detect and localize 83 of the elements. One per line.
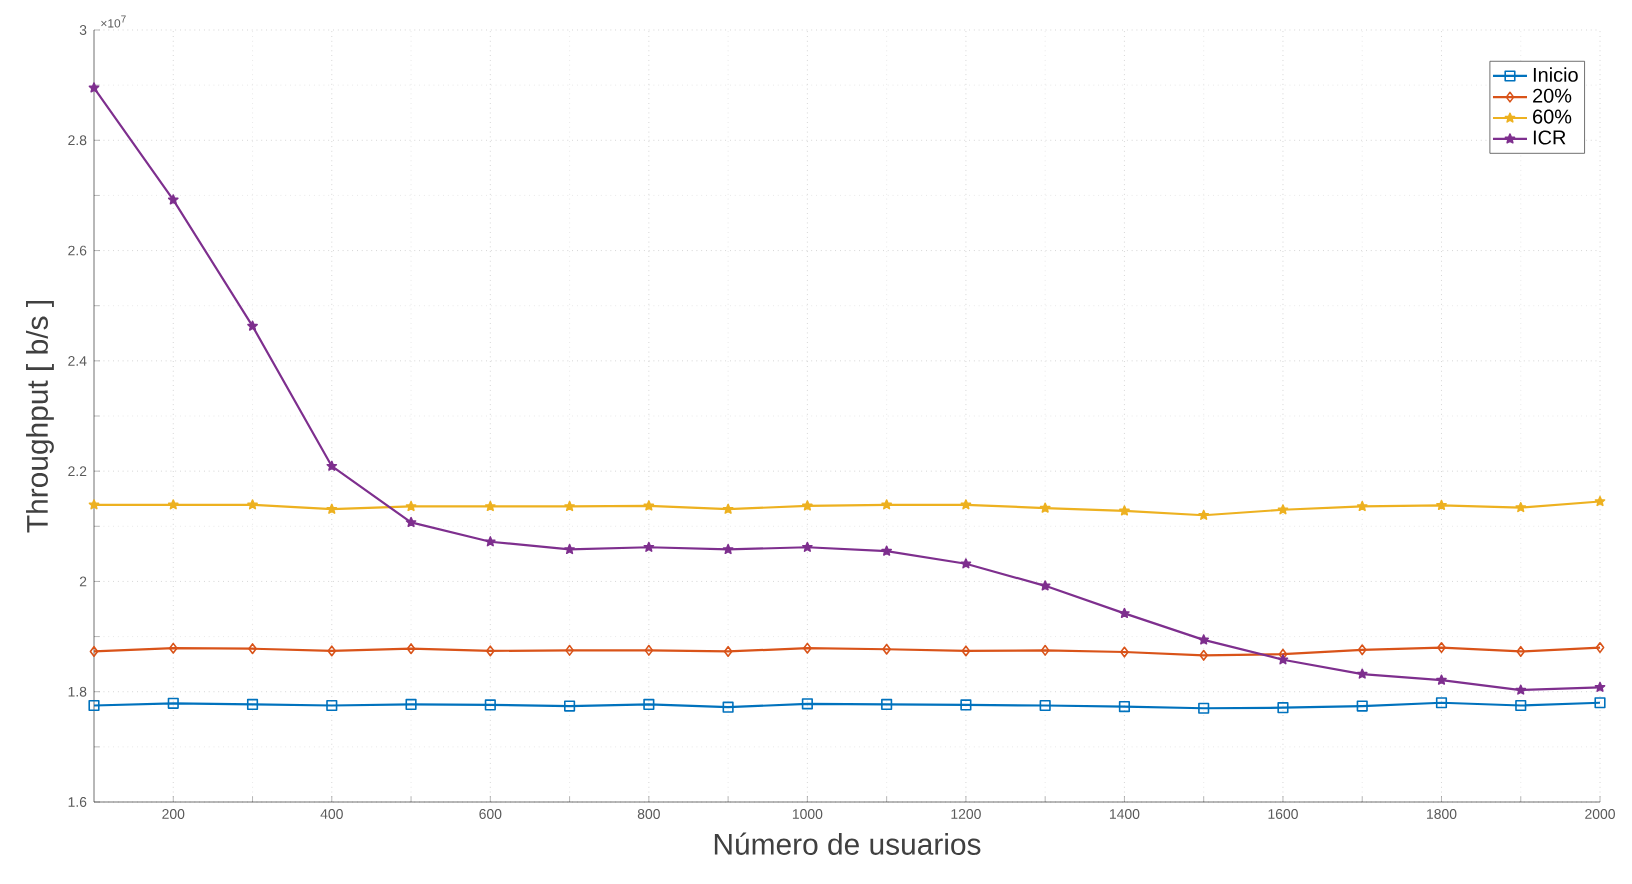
point (881, 545, 892, 556)
point (1119, 607, 1130, 619)
point (327, 645, 337, 657)
point (1357, 644, 1367, 656)
point (167, 194, 179, 205)
point (801, 698, 813, 710)
point (1198, 634, 1210, 645)
point (565, 644, 574, 656)
point (247, 499, 258, 510)
point (644, 644, 654, 656)
point (485, 645, 495, 657)
point (723, 645, 733, 658)
point (1198, 702, 1210, 714)
point (88, 699, 100, 712)
point (1436, 674, 1447, 685)
point (246, 698, 259, 710)
point (643, 698, 655, 710)
legend-label: Inicio (1533, 67, 1578, 82)
point (1039, 502, 1051, 513)
point (564, 543, 575, 555)
point (960, 699, 972, 711)
legend-label: 20% (1533, 88, 1572, 103)
point (1594, 697, 1606, 709)
point (1435, 697, 1448, 709)
point (722, 543, 734, 555)
point (881, 499, 892, 510)
point (1277, 654, 1289, 665)
point (960, 558, 972, 569)
point (168, 642, 178, 654)
y-axis-title: Throughput [ b/s ] (26, 301, 54, 533)
point (802, 642, 812, 654)
point (722, 503, 734, 514)
point (1277, 504, 1289, 515)
point (248, 643, 257, 655)
point (405, 516, 417, 528)
point (1594, 495, 1606, 507)
point (1120, 646, 1129, 658)
legend-label: ICR (1533, 130, 1566, 145)
point (88, 82, 100, 93)
point (484, 536, 496, 547)
point (1356, 500, 1368, 512)
point (484, 500, 496, 512)
point (1594, 681, 1606, 692)
point (1277, 702, 1289, 714)
point (326, 699, 338, 712)
point (960, 499, 972, 510)
point (1039, 699, 1051, 712)
point (564, 500, 575, 512)
point (1356, 668, 1368, 679)
point (88, 499, 100, 510)
point (564, 700, 576, 712)
point (484, 699, 496, 711)
x-axis-title: Número de usuarios (714, 832, 981, 855)
point (405, 500, 417, 512)
point (1515, 699, 1527, 712)
point (1119, 505, 1130, 516)
point (1516, 645, 1526, 658)
point (247, 320, 258, 331)
point (1515, 684, 1527, 695)
point (1118, 701, 1131, 713)
point (326, 460, 338, 471)
point (326, 503, 338, 514)
legend-label: 60% (1533, 109, 1572, 124)
point (1040, 644, 1050, 656)
point (961, 645, 971, 657)
point (1436, 499, 1447, 510)
point (881, 698, 893, 710)
point (1198, 509, 1210, 520)
point (802, 541, 813, 552)
point (1199, 649, 1209, 661)
point (405, 698, 417, 710)
point (406, 643, 416, 655)
point (167, 499, 179, 510)
point (1515, 501, 1527, 513)
point (643, 541, 655, 552)
point (802, 500, 813, 511)
point (882, 643, 892, 655)
point (722, 701, 734, 713)
point (1039, 580, 1051, 591)
point (1356, 700, 1368, 712)
point (167, 697, 179, 709)
point (643, 500, 655, 511)
point (1437, 642, 1446, 654)
